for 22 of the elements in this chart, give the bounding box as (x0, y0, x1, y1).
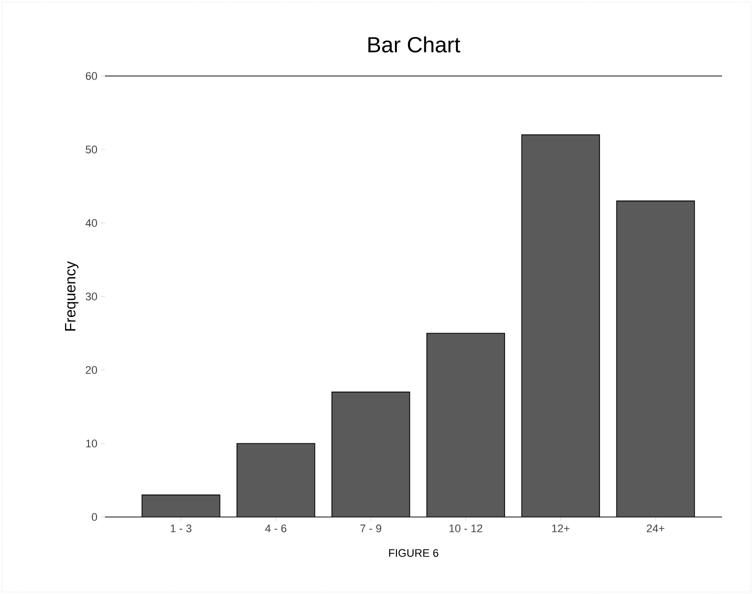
x-axis-title: FIGURE 6 (389, 549, 438, 557)
bar (236, 444, 315, 517)
chart-title: Bar Chart (368, 36, 460, 53)
x-tick-label: 10 - 12 (449, 524, 482, 532)
y-tick-label: 40 (86, 219, 98, 227)
y-tick-label: 30 (86, 292, 98, 300)
bar (616, 200, 695, 517)
y-tick-label: 10 (86, 440, 98, 448)
bar (426, 333, 505, 517)
y-axis-title: Frequency (65, 261, 78, 331)
bar (142, 494, 220, 517)
bar (522, 134, 600, 517)
x-tick-label: 7 - 9 (360, 524, 382, 532)
x-tick-label: 4 - 6 (265, 524, 286, 532)
x-tick-label: 1 - 3 (170, 524, 192, 532)
bar (332, 392, 410, 517)
y-tick-label: 0 (92, 513, 98, 521)
y-tick-label: 20 (86, 366, 98, 374)
y-tick-label: 50 (86, 146, 98, 154)
y-tick-label: 60 (86, 72, 98, 80)
x-tick-label: 24+ (646, 524, 664, 532)
x-tick-label: 12+ (552, 524, 570, 532)
